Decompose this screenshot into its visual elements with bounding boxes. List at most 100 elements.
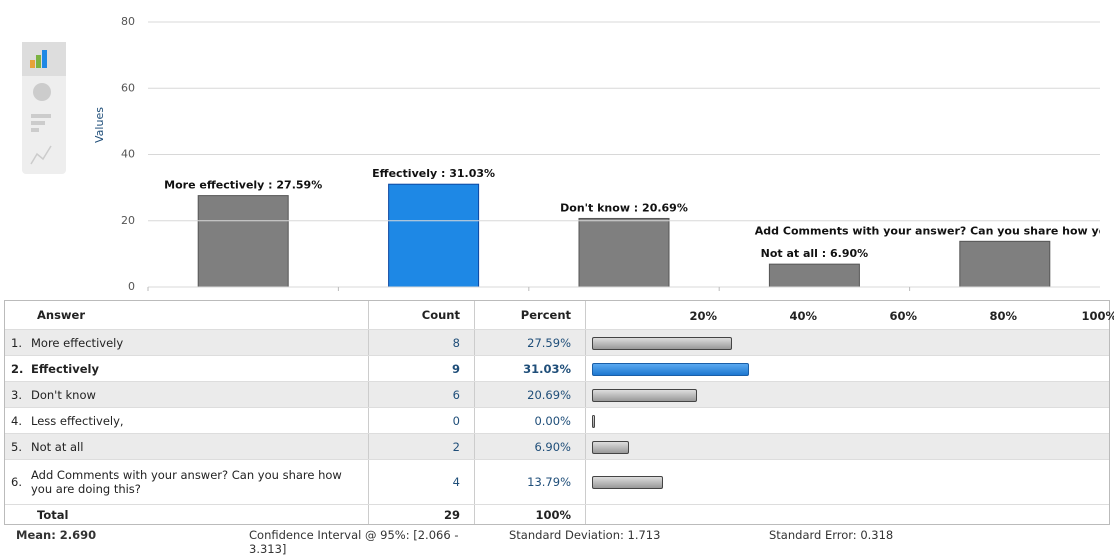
count-cell: 2 (368, 434, 475, 459)
answer-text: Don't know (31, 387, 96, 402)
answer-number: 2. (11, 361, 24, 376)
bar-cell (586, 460, 1109, 504)
scale-cell: 20% 40% 60% 80% 100% (586, 301, 1114, 329)
answer-number: 6. (11, 475, 22, 489)
total-percent: 100% (475, 505, 586, 524)
answer-number: 3. (11, 387, 22, 402)
confidence-interval: Confidence Interval @ 95%: [2.066 - 3.31… (249, 528, 459, 556)
bar (578, 217, 670, 288)
answer-cell: 1. More effectively (5, 330, 369, 355)
results-table: Answer Count Percent 20% 40% 60% 80% 100% 1. More… (4, 300, 1114, 525)
data-label: Not at all : 6.90% (761, 247, 869, 260)
count-cell: 0 (368, 408, 475, 433)
bar-icon[interactable] (36, 55, 41, 68)
answer-number: 4. (11, 413, 22, 428)
bar-cell (586, 408, 1109, 433)
mini-bar (592, 476, 663, 489)
answer-row: 4. Less effectively, 0 0.00% (5, 408, 1109, 434)
std-dev: Standard Deviation: 1.713 (509, 528, 661, 542)
y-tick-label: 80 (121, 15, 135, 28)
std-error: Standard Error: 0.318 (769, 528, 894, 542)
total-row: Total 29 100% (5, 505, 1109, 524)
answer-cell: 3. Don't know (5, 382, 369, 407)
total-label: Total (37, 507, 69, 522)
bar-icon[interactable] (42, 50, 47, 68)
answer-number: 1. (11, 335, 22, 350)
chart-type-toolbar (22, 42, 66, 174)
answer-cell: 4. Less effectively, (5, 408, 369, 433)
hbar-icon[interactable] (31, 114, 51, 118)
bar (959, 240, 1051, 288)
mini-bar (592, 440, 629, 454)
bar (197, 195, 289, 288)
answer-text: Add Comments with your answer? Can you s… (31, 468, 342, 496)
bar-cell (586, 434, 1109, 459)
pie-icon[interactable] (33, 83, 51, 101)
count-cell: 4 (368, 460, 475, 504)
count-cell: 9 (368, 356, 475, 381)
answer-number: 5. (11, 439, 22, 454)
answer-row: 6. Add Comments with your answer? Can you… (5, 460, 1109, 505)
scale-tick-label: 20% (689, 309, 717, 323)
total-blank (586, 505, 1109, 524)
mean: Mean: 2.690 (16, 528, 97, 542)
header-text: Answer (37, 308, 86, 322)
header-row: Answer Count Percent 20% 40% 60% 80% 100% (5, 301, 1114, 330)
mini-bar (592, 414, 595, 428)
answer-text: Less effectively, (31, 413, 124, 428)
stats-footer: Mean: 2.690 Confidence Interval @ 95%: [… (4, 524, 1108, 560)
y-tick-label: 40 (121, 148, 135, 161)
answer-row: 5. Not at all 2 6.90% (5, 434, 1109, 460)
scale-tick-label: 40% (789, 309, 817, 323)
percent-cell: 6.90% (475, 434, 586, 459)
scale-tick-label: 100% (1081, 309, 1114, 323)
answer-cell: 2. Effectively (5, 356, 369, 381)
header-cell: Percent (475, 301, 586, 329)
mini-bar (592, 336, 732, 350)
percent-cell: 20.69% (475, 382, 586, 407)
answer-text: Not at all (31, 439, 84, 454)
bar (388, 183, 480, 288)
scale-tick-label: 60% (889, 309, 917, 323)
bar-icon[interactable] (30, 60, 35, 68)
count-cell: 8 (368, 330, 475, 355)
answer-cell: 6. Add Comments with your answer? Can you… (5, 460, 369, 504)
total-count: 29 (368, 505, 475, 524)
answer-cell: 5. Not at all (5, 434, 369, 459)
answer-row: 3. Don't know 6 20.69% (5, 382, 1109, 408)
answer-row: 1. More effectively 8 27.59% (5, 330, 1109, 356)
header-cell: Answer (5, 301, 369, 329)
y-axis-label: Values (93, 107, 106, 143)
bar-cell (586, 356, 1109, 381)
answer-text: Effectively (31, 361, 99, 376)
data-label: Effectively : 31.03% (372, 167, 495, 180)
y-tick-label: 20 (121, 214, 135, 227)
answer-text: More effectively (31, 335, 124, 350)
percent-cell: 13.79% (475, 460, 586, 504)
total-cell: Total (5, 505, 369, 524)
percent-cell: 31.03% (475, 356, 586, 381)
percent-cell: 27.59% (475, 330, 586, 355)
toolbar-icons (22, 42, 66, 165)
data-label: More effectively : 27.59% (164, 179, 322, 192)
hbar-icon[interactable] (31, 121, 45, 125)
mini-bar (592, 388, 698, 402)
bar (768, 263, 860, 288)
count-cell: 6 (368, 382, 475, 407)
scale-tick-label: 80% (989, 309, 1017, 323)
header-cell: Count (368, 301, 475, 329)
percent-cell: 0.00% (475, 408, 586, 433)
mini-bar (592, 362, 750, 376)
hbar-icon[interactable] (31, 128, 39, 132)
plot: More effectively : 27.59% Effectively : 3… (164, 167, 1114, 288)
bar-cell (586, 330, 1109, 355)
chart: Values More effectively : 27.59% Effectiv… (93, 15, 1114, 293)
data-label: Don't know : 20.69% (560, 201, 688, 214)
y-tick-label: 60 (121, 81, 135, 94)
line-icon[interactable] (30, 145, 52, 165)
answer-row: 2. Effectively 9 31.03% (5, 356, 1109, 382)
data-label: Add Comments with your answer? Can you s… (755, 224, 1114, 237)
bar-cell (586, 382, 1109, 407)
y-tick-label: 0 (128, 280, 135, 293)
